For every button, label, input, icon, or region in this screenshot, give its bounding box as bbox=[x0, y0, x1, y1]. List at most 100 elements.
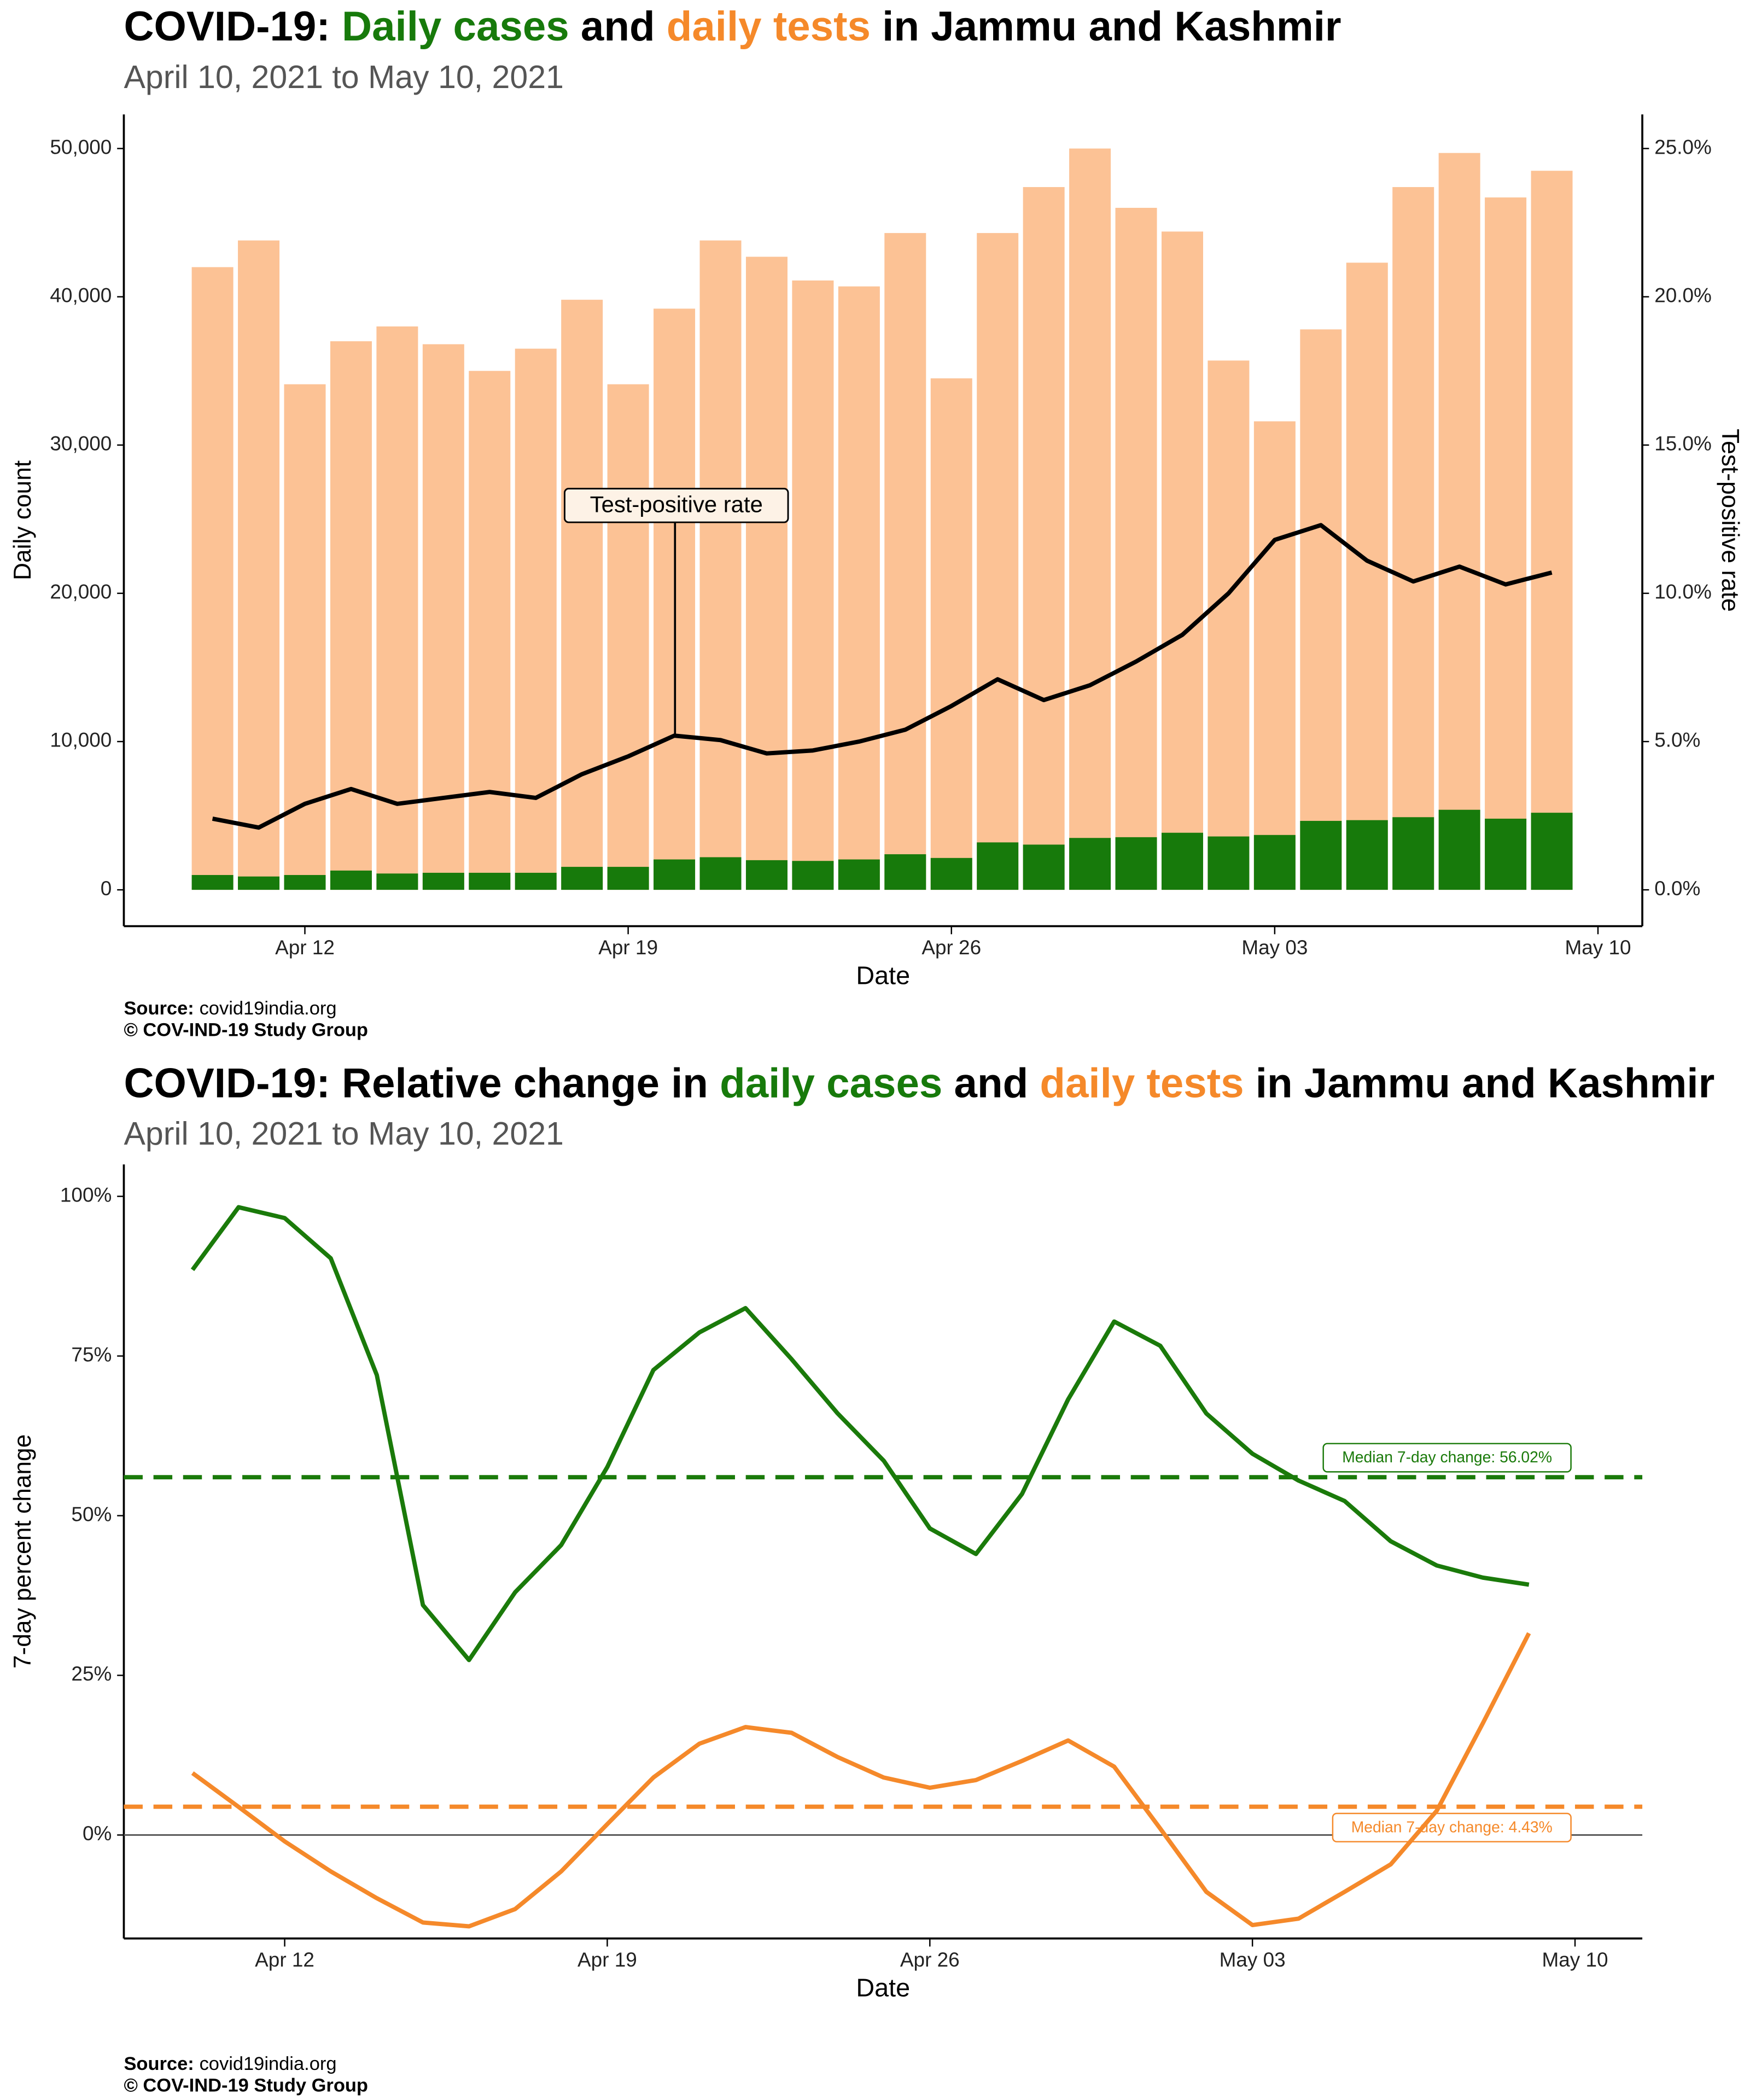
bar bbox=[838, 859, 880, 890]
bar bbox=[977, 233, 1019, 890]
bar bbox=[191, 875, 234, 890]
y2-tick-label: 15.0% bbox=[1654, 433, 1712, 455]
median-label-box bbox=[1332, 1812, 1572, 1842]
title-part: in Jammu and Kashmir bbox=[871, 3, 1341, 50]
bar bbox=[561, 300, 603, 890]
title-part: and bbox=[942, 1060, 1040, 1107]
bar bbox=[284, 384, 326, 890]
x-tick-label: Apr 26 bbox=[900, 1949, 960, 1971]
bar bbox=[330, 870, 372, 890]
median-label-box bbox=[1322, 1443, 1572, 1473]
median-label: Median 7-day change: 56.02% bbox=[1342, 1448, 1552, 1466]
source-text: covid19india.org bbox=[200, 2054, 337, 2074]
y2-axis-label: Test-positive rate bbox=[1717, 429, 1743, 612]
bar bbox=[654, 859, 696, 890]
source: Source: covid19india.org bbox=[124, 998, 336, 1019]
x-tick-label: Apr 19 bbox=[578, 1949, 637, 1971]
bar bbox=[745, 860, 788, 890]
series-line bbox=[212, 523, 1553, 830]
y2-tick-label: 0.0% bbox=[1654, 877, 1700, 900]
bar bbox=[238, 240, 280, 890]
y2-tick-label: 5.0% bbox=[1654, 729, 1700, 751]
bar bbox=[515, 872, 557, 890]
bar bbox=[1023, 844, 1065, 890]
y-tick-label: 40,000 bbox=[50, 284, 112, 306]
title-part: COVID-19: bbox=[124, 3, 342, 50]
bar bbox=[792, 861, 834, 890]
bar bbox=[1438, 809, 1480, 890]
bar bbox=[1069, 148, 1111, 890]
bar bbox=[1438, 153, 1480, 890]
bar bbox=[1115, 208, 1157, 890]
bar bbox=[330, 341, 372, 890]
bar bbox=[1485, 818, 1527, 890]
title-part: daily tests bbox=[667, 3, 871, 50]
bar bbox=[930, 378, 972, 890]
bar bbox=[745, 256, 788, 890]
y-tick-label: 10,000 bbox=[50, 729, 112, 751]
bar bbox=[1023, 187, 1065, 890]
bar bbox=[1300, 329, 1342, 890]
bar bbox=[561, 867, 603, 890]
title-part: in Jammu and Kashmir bbox=[1244, 1060, 1715, 1107]
bar bbox=[930, 858, 972, 890]
bar bbox=[1531, 171, 1573, 890]
bar bbox=[838, 286, 880, 890]
y-tick-label: 20,000 bbox=[50, 581, 112, 603]
y-tick-label: 0% bbox=[83, 1822, 112, 1845]
x-tick-label: May 10 bbox=[1542, 1949, 1608, 1971]
bar bbox=[376, 873, 418, 890]
x-tick-label: May 10 bbox=[1565, 936, 1631, 959]
y-tick-label: 100% bbox=[60, 1183, 112, 1206]
y-tick-label: 25% bbox=[71, 1662, 112, 1685]
bar bbox=[699, 240, 742, 890]
x-tick-label: Apr 12 bbox=[255, 1949, 314, 1971]
bar bbox=[1161, 832, 1203, 890]
bar bbox=[191, 267, 234, 890]
bar bbox=[884, 854, 926, 890]
chart: COVID-19: Relative change in daily cases… bbox=[9, 1060, 1714, 2096]
source-label: Source: bbox=[124, 2054, 194, 2074]
bar bbox=[1253, 835, 1296, 890]
bar bbox=[1300, 821, 1342, 890]
x-axis-label: Date bbox=[856, 1974, 910, 2002]
bar bbox=[792, 280, 834, 890]
y2-tick-label: 20.0% bbox=[1654, 284, 1712, 306]
y-tick-label: 30,000 bbox=[50, 433, 112, 455]
x-tick-label: Apr 12 bbox=[275, 936, 335, 959]
bar bbox=[1253, 421, 1296, 890]
y-tick-label: 50% bbox=[71, 1503, 112, 1525]
bar bbox=[1346, 262, 1388, 890]
median-label: Median 7-day change: 4.43% bbox=[1351, 1818, 1553, 1836]
chart-subtitle: April 10, 2021 to May 10, 2021 bbox=[124, 1116, 563, 1152]
bar bbox=[1208, 836, 1250, 890]
title-part: Daily cases bbox=[342, 3, 569, 50]
bar bbox=[699, 857, 742, 890]
source-text: covid19india.org bbox=[200, 998, 337, 1019]
title-part: daily cases bbox=[720, 1060, 942, 1107]
bar bbox=[1392, 817, 1434, 890]
bar bbox=[515, 348, 557, 890]
chart-title: COVID-19: Daily cases and daily tests in… bbox=[124, 3, 1341, 50]
y-axis-label: 7-day percent change bbox=[9, 1434, 36, 1669]
bar bbox=[238, 876, 280, 890]
bar bbox=[469, 371, 511, 890]
title-part: daily tests bbox=[1040, 1060, 1244, 1107]
bar bbox=[1346, 820, 1388, 890]
y-tick-label: 75% bbox=[71, 1343, 112, 1366]
bar bbox=[1069, 838, 1111, 890]
source: Source: covid19india.org bbox=[124, 2054, 336, 2074]
title-part: and bbox=[569, 3, 667, 50]
chart-subtitle: April 10, 2021 to May 10, 2021 bbox=[124, 59, 563, 95]
bar bbox=[1531, 813, 1573, 890]
series-line bbox=[191, 1632, 1531, 1929]
chart: COVID-19: Daily cases and daily tests in… bbox=[9, 3, 1743, 1040]
title-part: COVID-19: Relative change in bbox=[124, 1060, 720, 1107]
y-tick-label: 0 bbox=[101, 877, 112, 900]
annotation-box bbox=[563, 488, 789, 523]
copyright: © COV-IND-19 Study Group bbox=[124, 1020, 368, 1041]
bar bbox=[376, 326, 418, 890]
bar bbox=[884, 233, 926, 890]
